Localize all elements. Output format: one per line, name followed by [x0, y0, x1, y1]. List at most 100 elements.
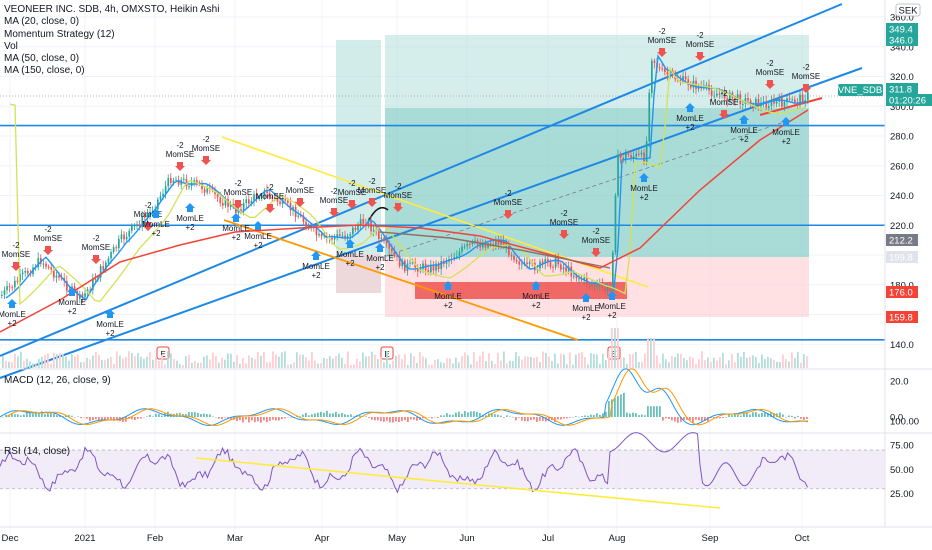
volume-bar: [749, 356, 751, 368]
indicator-ma150[interactable]: MA (150, close, 0): [4, 65, 85, 77]
indicator-ma50[interactable]: MA (50, close, 0): [4, 53, 80, 65]
indicator-vol[interactable]: Vol: [4, 40, 18, 52]
macd-bar: [623, 392, 625, 417]
volume-bar: [53, 352, 55, 368]
macd-bar: [260, 417, 262, 423]
volume-bar: [92, 355, 94, 368]
candle: [136, 224, 138, 226]
macd-bar: [590, 414, 592, 417]
candle: [495, 241, 497, 246]
candle: [162, 193, 164, 197]
macd-label[interactable]: MACD (12, 26, close, 9): [4, 375, 111, 386]
momse-label-16: MomSE: [648, 36, 676, 45]
macd-bar: [647, 406, 649, 417]
volume-bar: [737, 352, 739, 368]
volume-bar: [56, 354, 58, 368]
macd-bar: [524, 417, 526, 422]
candle: [690, 85, 692, 88]
time-label-2021: 2021: [74, 533, 95, 544]
volume-bar: [581, 351, 583, 368]
volume-bar: [287, 364, 289, 368]
macd-bar: [509, 416, 511, 417]
momse-label-12: MomSE: [384, 191, 412, 200]
candle: [687, 79, 690, 86]
candle: [502, 241, 505, 247]
momle-label-17: MomLE: [772, 128, 800, 137]
momse-arrow-7: [265, 204, 275, 213]
candle: [341, 235, 344, 237]
price-tick-1: 340.0: [890, 42, 914, 53]
macd-bar: [77, 416, 79, 417]
volume-bar: [461, 356, 463, 368]
volume-bar: [281, 352, 283, 368]
volume-bar: [200, 362, 202, 368]
candle: [354, 227, 357, 231]
candle: [500, 241, 502, 245]
candle: [409, 262, 411, 264]
volume-bar: [236, 355, 238, 368]
candle: [315, 227, 318, 236]
macd-bar: [455, 412, 457, 417]
volume-bar: [626, 363, 628, 368]
candle: [783, 102, 786, 107]
volume-bar: [233, 361, 235, 368]
volume-bar: [257, 351, 259, 368]
macd-bar: [443, 415, 445, 417]
candle: [513, 255, 515, 260]
candle: [229, 204, 232, 207]
candle: [755, 98, 757, 107]
candle: [684, 76, 687, 80]
volume-bar: [587, 364, 589, 368]
indicator-momentum[interactable]: Momentum Strategy (12): [4, 28, 115, 40]
candle: [401, 260, 404, 267]
macd-bar: [41, 411, 43, 417]
macd-bar: [500, 415, 502, 417]
momle-label-6: MomLE: [244, 232, 272, 241]
momse-label-11: MomSE: [358, 186, 386, 195]
candle: [203, 189, 206, 193]
momle-count-15: +2: [685, 123, 695, 132]
candle: [435, 263, 437, 271]
volume-bar: [404, 354, 406, 368]
volume-bar: [41, 356, 43, 368]
volume-bar: [401, 359, 403, 368]
volume-bar: [785, 359, 787, 368]
momle-arrow-12: [581, 293, 591, 302]
momle-count-0: +2: [7, 319, 17, 328]
rsi-label[interactable]: RSI (14, close): [4, 446, 71, 457]
candle: [73, 286, 76, 291]
candle: [487, 243, 489, 248]
momle-count-11: +2: [531, 301, 541, 310]
macd-bar: [317, 412, 319, 417]
volume-bar: [248, 355, 250, 368]
candle: [716, 93, 718, 96]
macd-bar: [86, 417, 88, 419]
macd-bar: [131, 417, 133, 420]
candle: [320, 233, 323, 237]
macd-bar: [650, 406, 652, 417]
momse-count-16: -2: [658, 27, 666, 36]
candle: [3, 290, 6, 296]
volume-bar: [491, 360, 493, 368]
macd-bar: [389, 417, 391, 423]
momse-count-0: -2: [12, 241, 20, 250]
indicator-ma20[interactable]: MA (20, close, 0): [4, 16, 80, 28]
price-tag-6: [886, 286, 918, 298]
candle: [141, 216, 144, 227]
momle-label-1: MomLE: [58, 298, 86, 307]
macd-bar: [176, 413, 178, 417]
momse-count-19: -2: [766, 59, 774, 68]
symbol-title[interactable]: VEONEER INC. SDB, 4h, OMXSTO, Heikin Ash…: [4, 4, 220, 15]
volume-bar: [476, 361, 478, 368]
macd-bar: [569, 417, 571, 418]
candle: [196, 180, 198, 183]
candle: [125, 236, 128, 240]
macd-bar: [143, 417, 145, 418]
candle: [775, 101, 778, 104]
volume-bar: [764, 359, 766, 368]
macd-bar: [116, 417, 118, 421]
volume-bar: [788, 361, 790, 368]
candle: [120, 234, 123, 240]
